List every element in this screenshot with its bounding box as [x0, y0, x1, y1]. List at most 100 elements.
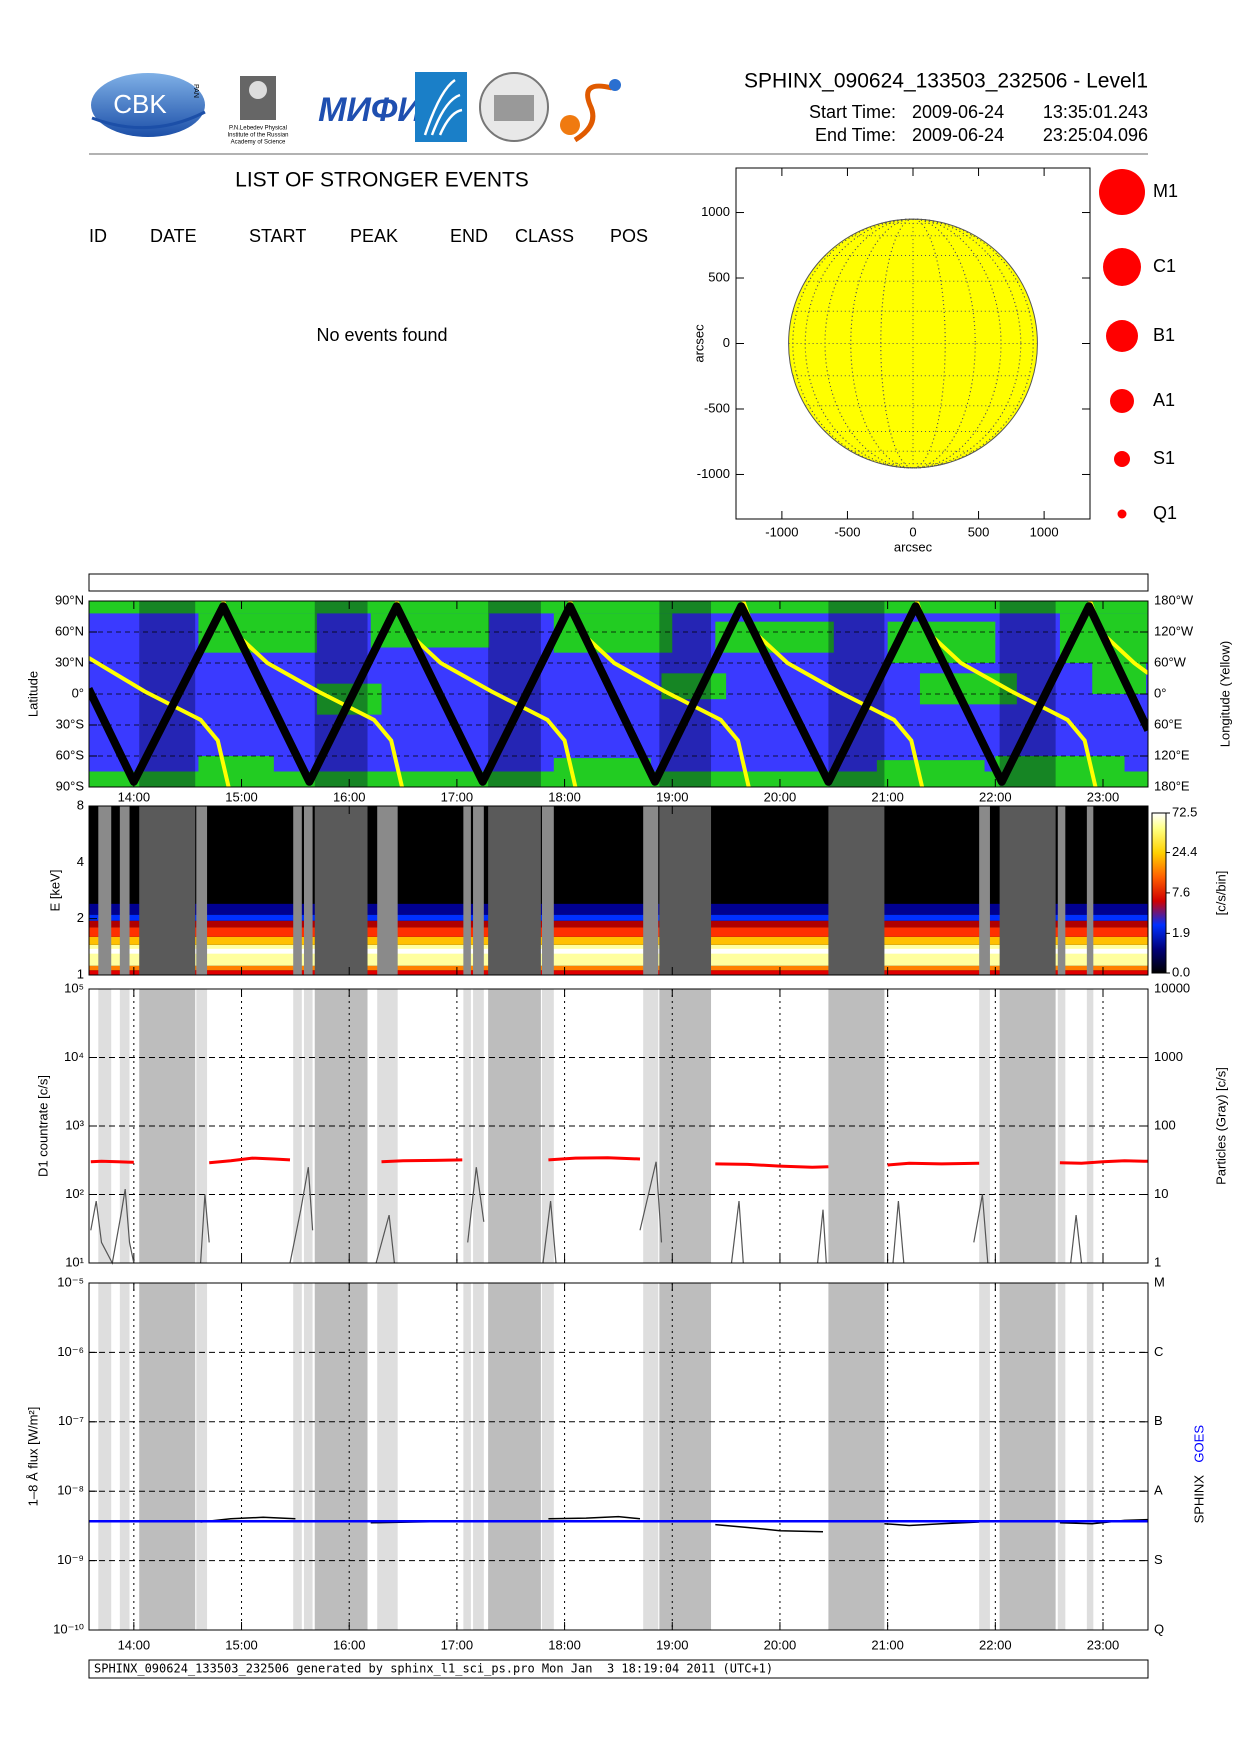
light-interval — [196, 1283, 208, 1630]
start-label: Start Time: — [809, 102, 896, 122]
class-label: C1 — [1153, 256, 1176, 276]
x-tick-label: 22:00 — [979, 1637, 1012, 1652]
light-interval — [541, 989, 554, 1263]
dark-interval — [488, 806, 541, 975]
x-tick-label: 21:00 — [871, 1637, 904, 1652]
x-tick-label: 17:00 — [441, 1637, 474, 1652]
dark-interval — [999, 989, 1056, 1263]
spectrum-band — [89, 927, 1148, 937]
column-header: START — [249, 226, 306, 246]
mifi-text: МИФИ — [318, 91, 423, 129]
y-tick-label: 0 — [723, 335, 730, 350]
light-interval — [473, 1283, 484, 1630]
y-tick-label: 1 — [77, 966, 84, 981]
panel-frame — [88, 805, 1149, 976]
y-tick-label: 10² — [65, 1186, 84, 1201]
x-tick-label: 1000 — [1030, 524, 1059, 539]
y-tick-label: -500 — [704, 400, 730, 415]
class-circle — [1099, 169, 1145, 215]
start-date: 2009-06-24 — [912, 102, 1004, 122]
y2-tick-label: 100 — [1154, 1117, 1176, 1132]
x-tick-label: 16:00 — [333, 789, 366, 804]
y-tick-label: 10⁻⁷ — [58, 1413, 84, 1428]
y-tick-label: 1000 — [701, 204, 730, 219]
y2-tick-label: 0° — [1154, 685, 1166, 700]
green-region — [919, 673, 1017, 705]
s-logo-dot — [609, 79, 621, 91]
y-tick-label: 8 — [77, 797, 84, 812]
light-interval — [303, 1283, 313, 1630]
light-interval — [979, 806, 990, 975]
x-tick-label: 16:00 — [333, 1637, 366, 1652]
cbk-logo — [91, 73, 205, 137]
cbk-text: CBK — [113, 89, 167, 119]
y-tick-label: 10⁻⁸ — [57, 1483, 84, 1498]
spectrum-band — [89, 948, 1148, 954]
x-tick-label: -500 — [834, 524, 860, 539]
class-circle — [1110, 389, 1134, 413]
dark-interval — [314, 1283, 368, 1630]
axis-label: GOES — [1191, 1425, 1206, 1463]
green-region — [89, 771, 1148, 787]
y2-tick-label: 60°W — [1154, 654, 1187, 669]
y-tick-label: 10¹ — [65, 1254, 84, 1269]
y-tick-label: 4 — [77, 854, 84, 869]
spectrum-band — [89, 936, 1148, 945]
column-header: ID — [89, 226, 107, 246]
dark-interval — [828, 1283, 885, 1630]
class-legend: M1 C1 B1 A1 S1 Q1 — [1099, 169, 1178, 523]
y-tick-label: 10⁻¹⁰ — [53, 1621, 84, 1636]
axis-label: 1–8 Å flux [W/m²] — [25, 1407, 40, 1507]
light-interval — [377, 806, 398, 975]
green-region — [553, 613, 673, 653]
light-interval — [473, 989, 484, 1263]
end-label: End Time: — [815, 125, 896, 145]
light-interval — [541, 1283, 554, 1630]
y2-tick-label: C — [1154, 1344, 1163, 1359]
y2-tick-label: Q — [1154, 1621, 1164, 1636]
lebedev-text: Institute of the Russian — [227, 133, 288, 139]
dark-interval — [488, 1283, 541, 1630]
x-tick-label: 15:00 — [225, 1637, 258, 1652]
light-interval — [1057, 806, 1066, 975]
class-circle — [1114, 451, 1130, 467]
y2-tick-label: 180°W — [1154, 592, 1194, 607]
light-interval — [541, 806, 554, 975]
spectrum-band — [89, 914, 1148, 921]
dark-interval — [999, 806, 1056, 975]
y-tick-label: 30°N — [55, 654, 84, 669]
y2-tick-label: 1 — [1154, 1254, 1161, 1269]
x-tick-label: 19:00 — [656, 789, 689, 804]
dark-interval — [139, 1283, 196, 1630]
y-tick-label: 30°S — [56, 716, 85, 731]
light-interval — [303, 806, 313, 975]
colorbar-tick-label: 0.0 — [1172, 964, 1190, 979]
y2-tick-label: M — [1154, 1274, 1165, 1289]
x-tick-label: 0 — [909, 524, 916, 539]
light-interval — [303, 989, 313, 1263]
class-label: S1 — [1153, 448, 1175, 468]
portrait-face — [249, 81, 267, 99]
lebedev-text: P.N.Lebedev Physical — [229, 126, 287, 132]
y-axis-label: arcsec — [691, 324, 706, 363]
events-title: LIST OF STRONGER EVENTS — [235, 169, 529, 192]
light-interval — [463, 1283, 471, 1630]
dark-interval — [314, 806, 368, 975]
y-tick-label: 90°S — [56, 778, 85, 793]
light-interval — [98, 806, 112, 975]
y-tick-label: 60°S — [56, 747, 85, 762]
axis-label: SPHINX — [1191, 1475, 1206, 1524]
x-tick-label: 18:00 — [548, 1637, 581, 1652]
events-message: No events found — [316, 325, 447, 345]
y-tick-label: 10⁻⁹ — [57, 1552, 84, 1567]
y-tick-label: 500 — [708, 269, 730, 284]
disk-meridian — [824, 218, 1002, 469]
report-title: SPHINX_090624_133503_232506 - Level1 — [744, 70, 1148, 93]
light-interval — [1086, 1283, 1094, 1630]
column-header: PEAK — [350, 226, 398, 246]
lebedev-text: Academy of Science — [231, 140, 286, 146]
tracks — [89, 601, 1148, 787]
panel-frame — [88, 600, 1149, 788]
column-header: POS — [610, 226, 648, 246]
seal-building — [494, 95, 534, 121]
